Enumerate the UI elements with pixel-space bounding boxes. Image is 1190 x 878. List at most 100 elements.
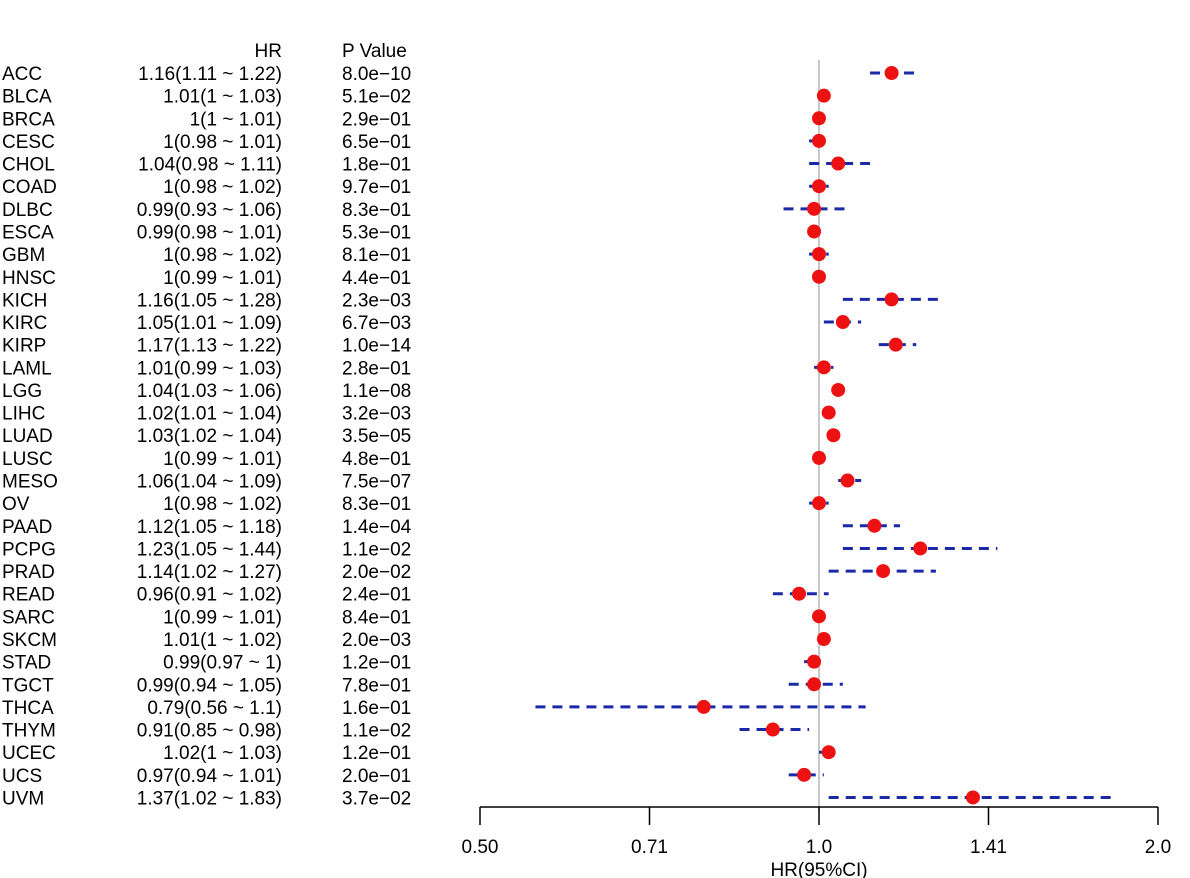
p-value-lihc: 3.2e−03 — [342, 404, 411, 425]
hr-point-uvm — [965, 790, 980, 805]
hazard-ratio-points-layer — [696, 66, 980, 805]
row-label-blca: BLCA — [2, 87, 52, 108]
p-value-chol: 1.8e−01 — [342, 155, 411, 176]
x-tick-label-0.50: 0.50 — [462, 837, 499, 858]
row-label-brca: BRCA — [2, 109, 55, 130]
hr-text-chol: 1.04(0.98 ~ 1.11) — [138, 155, 282, 176]
p-value-column-header: P Value — [342, 41, 407, 62]
hr-text-hnsc: 1(0.99 ~ 1.01) — [163, 268, 282, 289]
hr-point-chol — [831, 156, 846, 171]
row-label-prad: PRAD — [2, 562, 55, 583]
hr-point-luad — [826, 428, 841, 443]
row-label-lgg: LGG — [2, 381, 42, 402]
hr-text-ov: 1(0.98 ~ 1.02) — [163, 494, 282, 515]
hr-text-blca: 1.01(1 ~ 1.03) — [163, 87, 282, 108]
row-label-sarc: SARC — [2, 607, 55, 628]
hr-point-gbm — [812, 247, 826, 262]
p-value-uvm: 3.7e−02 — [342, 788, 411, 809]
row-label-ucs: UCS — [2, 766, 42, 787]
hr-point-kirp — [888, 337, 903, 352]
hr-text-kirp: 1.17(1.13 ~ 1.22) — [137, 336, 282, 357]
hr-point-prad — [876, 564, 891, 579]
hr-text-luad: 1.03(1.02 ~ 1.04) — [137, 426, 282, 447]
hr-text-uvm: 1.37(1.02 ~ 1.83) — [137, 788, 282, 809]
hr-point-acc — [884, 66, 899, 80]
hr-point-thym — [765, 722, 780, 737]
hr-point-read — [792, 586, 807, 601]
p-value-meso: 7.5e−07 — [342, 472, 411, 493]
p-value-coad: 9.7e−01 — [342, 177, 411, 198]
hr-point-cesc — [812, 133, 826, 148]
hr-point-coad — [812, 179, 826, 194]
row-label-uvm: UVM — [2, 788, 44, 809]
p-value-lgg: 1.1e−08 — [342, 381, 411, 402]
p-value-ucs: 2.0e−01 — [342, 766, 411, 787]
row-label-hnsc: HNSC — [2, 268, 56, 289]
p-value-acc: 8.0e−10 — [342, 64, 411, 85]
hr-text-pcpg: 1.23(1.05 ~ 1.44) — [137, 539, 282, 560]
p-value-kich: 2.3e−03 — [342, 290, 411, 311]
hr-text-acc: 1.16(1.11 ~ 1.22) — [138, 64, 282, 85]
x-axis-title: HR(95%CI) — [770, 860, 867, 878]
p-value-sarc: 8.4e−01 — [342, 607, 411, 628]
hr-point-laml — [816, 360, 831, 375]
hr-point-thca — [696, 699, 711, 714]
hr-text-brca: 1(1 ~ 1.01) — [190, 109, 282, 130]
hr-text-read: 0.96(0.91 ~ 1.02) — [137, 585, 282, 606]
p-value-tgct: 7.8e−01 — [342, 675, 411, 696]
p-value-lusc: 4.8e−01 — [342, 449, 411, 470]
row-label-esca: ESCA — [2, 222, 54, 243]
hr-point-lgg — [831, 382, 846, 397]
p-value-dlbc: 8.3e−01 — [342, 200, 411, 221]
p-value-stad: 1.2e−01 — [342, 653, 411, 674]
hr-text-stad: 0.99(0.97 ~ 1) — [163, 653, 282, 674]
row-label-read: READ — [2, 585, 55, 606]
row-label-paad: PAAD — [2, 517, 52, 538]
hr-text-thca: 0.79(0.56 ~ 1.1) — [147, 698, 282, 719]
x-tick-label-2.0: 2.0 — [1145, 837, 1171, 858]
hr-point-tgct — [807, 677, 822, 692]
hr-point-brca — [812, 111, 826, 126]
row-label-kirp: KIRP — [2, 336, 46, 357]
p-value-ov: 8.3e−01 — [342, 494, 411, 515]
p-value-laml: 2.8e−01 — [342, 358, 411, 379]
row-label-pcpg: PCPG — [2, 539, 56, 560]
hr-point-blca — [816, 88, 831, 103]
hr-text-tgct: 0.99(0.94 ~ 1.05) — [137, 675, 282, 696]
hr-point-lusc — [812, 450, 826, 465]
hr-point-stad — [807, 654, 822, 669]
x-tick-label-0.71: 0.71 — [631, 837, 668, 858]
row-label-ucec: UCEC — [2, 743, 56, 764]
hr-text-ucec: 1.02(1 ~ 1.03) — [163, 743, 282, 764]
hr-text-prad: 1.14(1.02 ~ 1.27) — [137, 562, 282, 583]
p-value-hnsc: 4.4e−01 — [342, 268, 411, 289]
hr-text-ucs: 0.97(0.94 ~ 1.01) — [137, 766, 282, 787]
x-tick-label-1.0: 1.0 — [806, 837, 832, 858]
p-value-thym: 1.1e−02 — [342, 721, 411, 742]
hr-point-kich — [884, 292, 899, 307]
p-value-esca: 5.3e−01 — [342, 222, 411, 243]
hr-point-hnsc — [812, 269, 826, 284]
p-value-prad: 2.0e−02 — [342, 562, 411, 583]
hr-text-dlbc: 0.99(0.93 ~ 1.06) — [137, 200, 282, 221]
hr-text-gbm: 1(0.98 ~ 1.02) — [163, 245, 282, 266]
p-value-paad: 1.4e−04 — [342, 517, 412, 538]
p-value-cesc: 6.5e−01 — [342, 132, 411, 153]
p-value-skcm: 2.0e−03 — [342, 630, 411, 651]
row-label-cesc: CESC — [2, 132, 55, 153]
hr-text-esca: 0.99(0.98 ~ 1.01) — [137, 222, 282, 243]
hr-column-header: HR — [255, 41, 282, 62]
row-label-meso: MESO — [2, 472, 58, 493]
hr-text-paad: 1.12(1.05 ~ 1.18) — [137, 517, 282, 538]
hr-text-lgg: 1.04(1.03 ~ 1.06) — [137, 381, 282, 402]
hr-text-lihc: 1.02(1.01 ~ 1.04) — [137, 404, 282, 425]
p-value-thca: 1.6e−01 — [342, 698, 411, 719]
p-value-blca: 5.1e−02 — [342, 87, 411, 108]
hr-point-skcm — [816, 632, 831, 646]
row-label-ov: OV — [2, 494, 30, 515]
p-value-kirp: 1.0e−14 — [342, 336, 412, 357]
hr-text-meso: 1.06(1.04 ~ 1.09) — [137, 472, 282, 493]
hr-text-kich: 1.16(1.05 ~ 1.28) — [137, 290, 282, 311]
hr-point-pcpg — [913, 541, 928, 556]
